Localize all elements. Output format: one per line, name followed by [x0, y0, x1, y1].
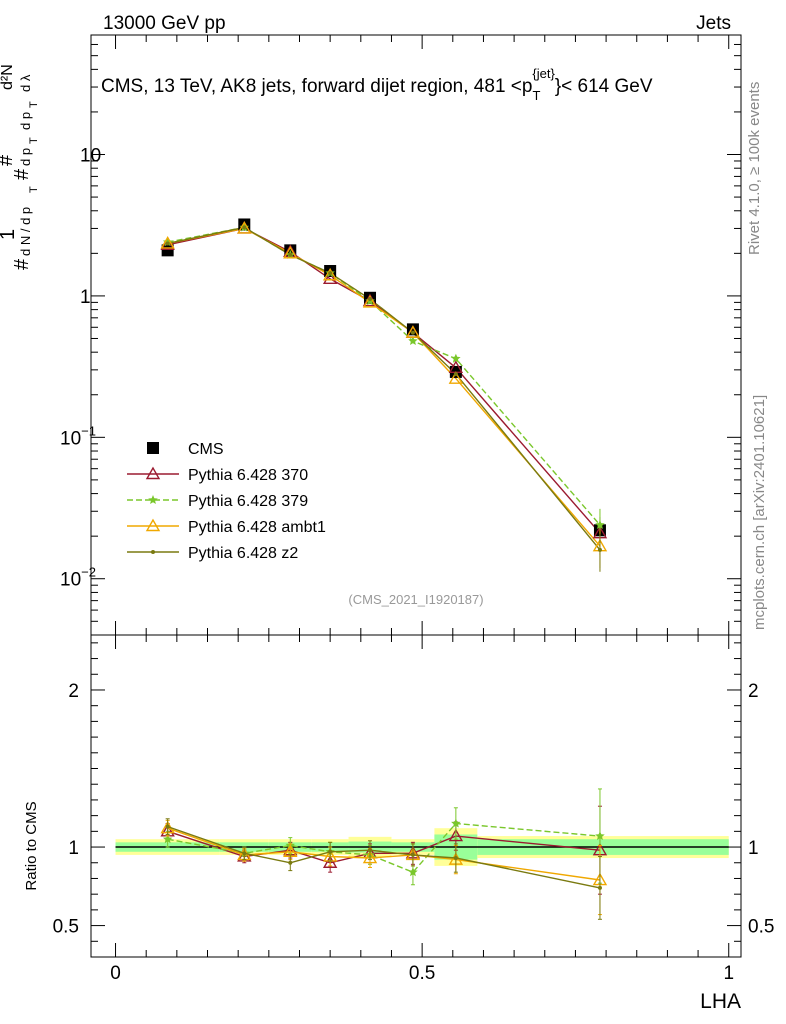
ratio-y-tick-label: 0.5	[53, 917, 79, 938]
y-axis-label-ratio: Ratio to CMS	[23, 801, 40, 890]
svg-text:T: T	[28, 137, 40, 144]
series-point-3	[368, 297, 373, 302]
series-line-0	[167, 227, 601, 534]
ratio-point-3	[453, 856, 458, 861]
ratio-y-tick-label-right: 0.5	[748, 917, 774, 938]
series-point-3	[597, 547, 602, 552]
series-point-2	[405, 325, 421, 338]
legend-label-1: Pythia 6.428 379	[188, 493, 308, 510]
legend-marker-0	[145, 466, 161, 480]
svg-text:T: T	[28, 186, 40, 193]
svg-text:#: #	[11, 258, 33, 270]
title-tail: }< 614 GeV	[555, 76, 653, 97]
ratio-point-1	[408, 867, 418, 877]
mcplots-label: mcplots.cern.ch [arXiv:2401.10621]	[751, 395, 768, 630]
ratio-point-3	[368, 848, 373, 853]
svg-text:d p: d p	[18, 148, 33, 166]
series-point-0	[322, 271, 338, 285]
svg-text:#: #	[0, 154, 17, 166]
ratio-point-3	[328, 849, 333, 854]
ratio-plot-frame	[90, 634, 742, 958]
ratio-y-tick-label: 1	[68, 838, 79, 859]
y-axis-label-main: # d N / d p T 1 # d p T d p T d λ # d²N	[0, 64, 40, 270]
ratio-point-1	[451, 818, 461, 828]
rivet-label: Rivet 4.1.0, ≥ 100k events	[746, 82, 763, 255]
series-point-3	[242, 225, 247, 230]
legend-label-3: Pythia 6.428 z2	[188, 545, 298, 562]
title-main: CMS, 13 TeV, AK8 jets, forward dijet reg…	[101, 76, 532, 97]
ratio-point-1	[162, 834, 173, 844]
svg-text:d N / d p: d N / d p	[18, 207, 33, 256]
series-point-3	[165, 241, 170, 246]
series-point-1	[451, 353, 461, 363]
series-point-3	[453, 372, 458, 377]
series-point-1	[595, 520, 605, 529]
series-point-2	[448, 371, 464, 384]
legend-marker-1	[148, 495, 158, 504]
title-sup: {jet}	[532, 66, 555, 81]
legend-label-data: CMS	[188, 441, 224, 458]
x-tick-label: 1	[723, 963, 734, 984]
legend-marker-3	[151, 550, 155, 554]
ratio-line-1	[167, 822, 601, 874]
ratio-point-3	[597, 885, 602, 890]
series-point-1	[408, 336, 418, 345]
x-tick-label: 0	[110, 963, 121, 984]
series-point-2	[322, 267, 338, 281]
ratio-point-0	[322, 855, 338, 868]
x-axis-label: LHA	[700, 990, 741, 1013]
ratio-point-3	[242, 851, 247, 856]
series-point-3	[410, 330, 415, 335]
series-point-2	[160, 236, 175, 249]
y-tick-label: 1	[80, 287, 91, 308]
ratio-point-3	[165, 824, 170, 829]
plot-title: CMS, 13 TeV, AK8 jets, forward dijet reg…	[101, 66, 653, 103]
svg-text:d²N: d²N	[0, 64, 16, 90]
ratio-point-2	[362, 850, 378, 864]
header-right: Jets	[696, 13, 731, 34]
series-point-2	[237, 221, 252, 234]
title-sub: T	[532, 88, 540, 103]
header-left: 13000 GeV pp	[103, 13, 226, 34]
legend-marker-data	[147, 442, 159, 454]
svg-text:d λ: d λ	[18, 74, 33, 92]
legend-marker-2	[145, 518, 161, 532]
svg-text:T: T	[28, 101, 40, 108]
ratio-point-1	[595, 831, 605, 841]
series-point-3	[288, 252, 293, 257]
svg-text:#: #	[11, 168, 33, 180]
ratio-y-tick-label-right: 1	[748, 838, 759, 859]
ratio-point-0	[448, 828, 464, 842]
series-point-2	[283, 245, 298, 259]
series-point-3	[328, 271, 333, 276]
ratio-y-tick-label: 2	[68, 681, 79, 702]
series-point-2	[362, 294, 378, 308]
series-line-3	[167, 226, 601, 551]
svg-text:1: 1	[0, 229, 19, 240]
ratio-y-tick-label-right: 2	[748, 681, 759, 702]
x-tick-label: 0.5	[409, 963, 435, 984]
legend-label-0: Pythia 6.428 370	[188, 467, 308, 484]
ratio-point-3	[288, 860, 293, 865]
legend-label-2: Pythia 6.428 ambt1	[188, 519, 326, 536]
y-tick-label: 10	[80, 146, 101, 167]
analysis-id: (CMS_2021_I1920187)	[348, 592, 483, 607]
ratio-point-3	[410, 852, 415, 857]
ratio-line-3	[167, 825, 601, 889]
svg-text:d p: d p	[18, 112, 33, 130]
